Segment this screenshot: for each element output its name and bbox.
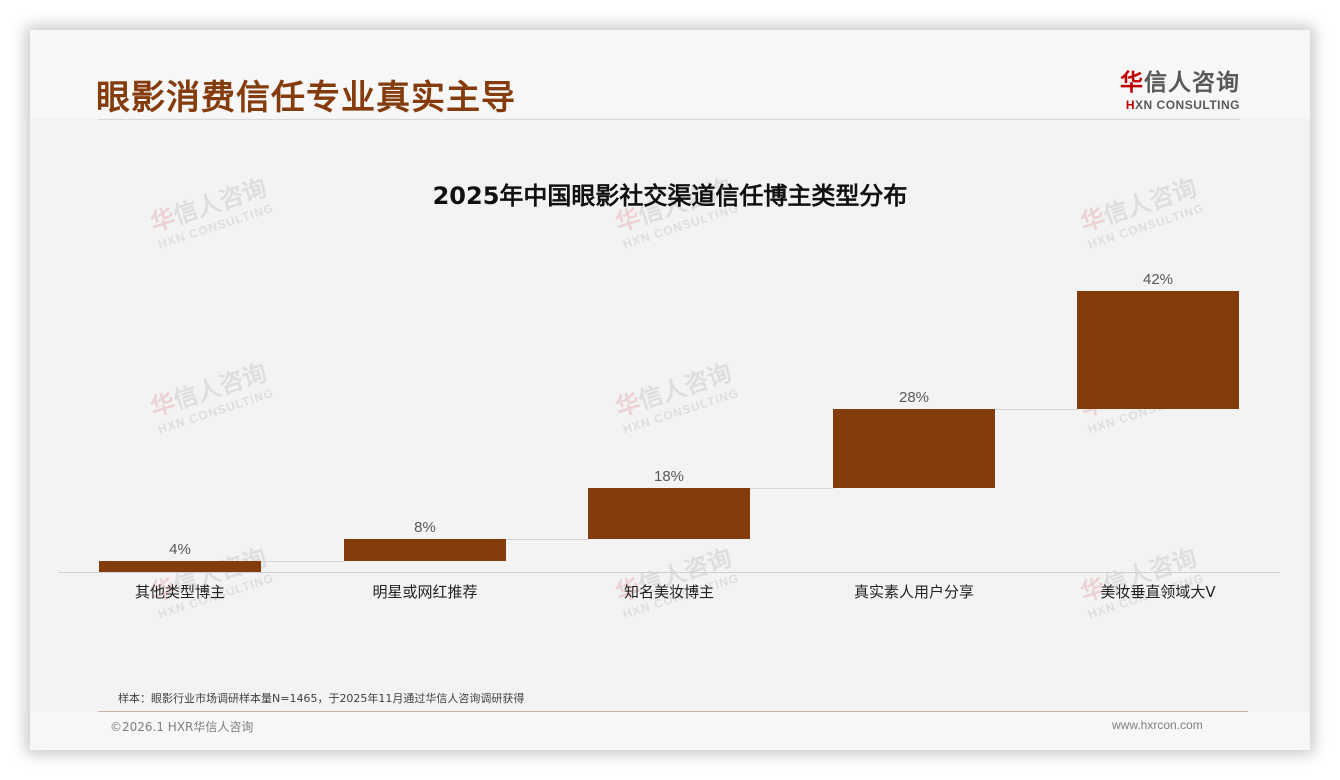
logo-en-rest: XN CONSULTING bbox=[1135, 98, 1240, 112]
value-label: 28% bbox=[898, 389, 930, 406]
x-axis-line bbox=[58, 572, 1280, 573]
connector-line bbox=[261, 561, 344, 562]
value-label: 42% bbox=[1142, 271, 1174, 288]
title-divider bbox=[98, 119, 1240, 120]
chart-title: 2025年中国眼影社交渠道信任博主类型分布 bbox=[432, 182, 908, 210]
value-label: 8% bbox=[414, 519, 436, 536]
category-label: 知名美妆博主 bbox=[623, 583, 714, 601]
category-label: 明星或网红推荐 bbox=[372, 583, 478, 601]
slide: 眼影消费信任专业真实主导 华信人咨询 HXN CONSULTING 华信人咨询 H… bbox=[30, 30, 1310, 750]
bar-1 bbox=[99, 561, 261, 572]
sample-note: 样本：眼影行业市场调研样本量N=1465，于2025年11月通过华信人咨询调研获… bbox=[118, 692, 525, 705]
logo-accent-char: 华 bbox=[1120, 70, 1144, 96]
company-logo: 华信人咨询 HXN CONSULTING bbox=[1110, 63, 1240, 112]
value-label: 4% bbox=[169, 541, 191, 558]
bar-3 bbox=[588, 488, 750, 539]
page-title: 眼影消费信任专业真实主导 bbox=[96, 78, 516, 118]
value-label: 18% bbox=[653, 468, 685, 485]
connector-line bbox=[750, 488, 833, 489]
logo-english: HXN CONSULTING bbox=[1110, 98, 1240, 112]
footer-divider bbox=[98, 711, 1248, 712]
copyright-text: ©2026.1 HXR华信人咨询 bbox=[110, 720, 254, 734]
category-label: 其他类型博主 bbox=[134, 583, 225, 601]
footer-band bbox=[30, 712, 1310, 750]
connector-line bbox=[506, 539, 588, 540]
connector-line bbox=[995, 409, 1077, 410]
waterfall-chart: 4% 其他类型博主 8% 明星或网红推荐 18% 知名美妆博主 28% 真实素人用户分享 42%… bbox=[30, 30, 1310, 750]
header-band bbox=[30, 30, 1310, 118]
category-label: 美妆垂直领域大V bbox=[1100, 583, 1216, 601]
logo-chinese: 华信人咨询 bbox=[1110, 63, 1240, 97]
logo-cn-rest: 信人咨询 bbox=[1144, 70, 1240, 96]
bar-2 bbox=[344, 539, 506, 561]
logo-en-accent: H bbox=[1125, 98, 1136, 112]
bar-4 bbox=[833, 409, 995, 488]
category-label: 真实素人用户分享 bbox=[853, 583, 974, 601]
website-link[interactable]: www.hxrcon.com bbox=[1112, 718, 1203, 732]
bar-5 bbox=[1077, 291, 1239, 409]
